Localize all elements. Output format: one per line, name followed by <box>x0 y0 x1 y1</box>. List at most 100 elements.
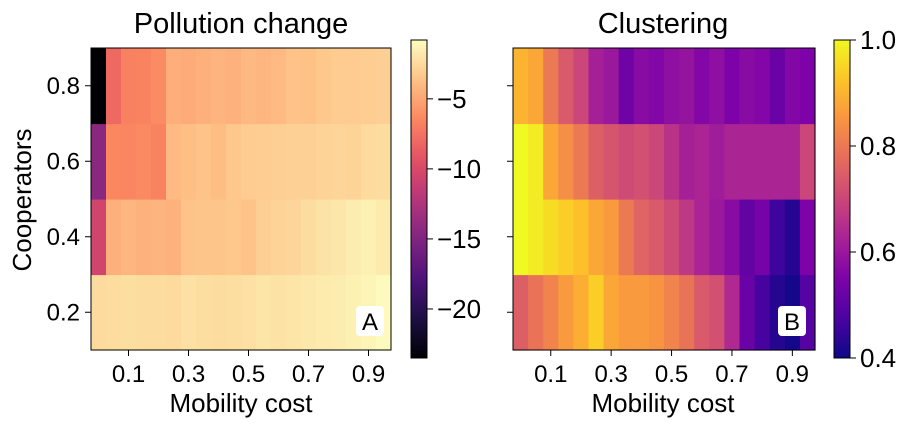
y-tick-label: 0.2 <box>47 299 80 326</box>
heatmap-cell <box>724 123 741 200</box>
heatmap-cell <box>106 274 122 351</box>
heatmap-cell <box>558 274 574 351</box>
heatmap-cell <box>301 48 317 125</box>
heatmap-cell <box>151 274 167 351</box>
heatmap-cell <box>346 48 362 125</box>
x-tick-label: 0.9 <box>352 361 385 388</box>
heatmap-cell <box>181 48 197 125</box>
heatmap-cell <box>754 123 771 200</box>
x-tick-label: 0.1 <box>534 361 567 388</box>
heatmap-cell <box>724 199 741 276</box>
colorbar-tick-label: −5 <box>437 84 467 114</box>
heatmap-cell <box>528 48 544 125</box>
heatmap-cell <box>181 274 197 351</box>
heatmap-cell <box>739 199 756 276</box>
heatmap-cell <box>513 48 529 125</box>
heatmap-cell <box>709 123 725 200</box>
x-tick-label: 0.9 <box>776 361 809 388</box>
heatmap-cell <box>91 48 107 125</box>
y-axis-ticks: 0.2 0.4 0.6 0.8 <box>47 73 91 326</box>
heatmap-cell <box>196 199 212 276</box>
heatmap-cell <box>799 199 816 276</box>
x-axis-label: Mobility cost <box>169 388 313 418</box>
heatmap-cell <box>633 48 650 125</box>
heatmap-cell <box>513 274 529 351</box>
heatmap-cell <box>196 274 212 351</box>
heatmap-cell <box>271 123 287 200</box>
heatmap-cell <box>679 274 695 351</box>
heatmap-cell <box>271 48 287 125</box>
y-axis-label: Cooperators <box>7 128 37 271</box>
pollution-change-panel: Pollution change 0.1 0.3 0.5 0.7 0.9 0.20.40… <box>7 8 481 418</box>
heatmap-cell <box>166 48 182 125</box>
heatmap-cell <box>136 274 152 351</box>
heatmap-cell <box>754 199 771 276</box>
heatmap-cell <box>588 48 605 125</box>
heatmap-cell <box>618 48 635 125</box>
heatmap-cell <box>528 274 544 351</box>
heatmap-cell <box>603 48 620 125</box>
heatmap-cell <box>528 123 544 200</box>
y-tick-label: 0.6 <box>47 148 80 175</box>
heatmap-cell <box>376 123 392 200</box>
heatmap-cell <box>211 199 227 276</box>
heatmap-cell <box>136 123 152 200</box>
x-axis-label: Mobility cost <box>591 388 735 418</box>
heatmap-cell <box>588 123 605 200</box>
heatmap-cell <box>633 274 650 351</box>
x-tick-label: 0.7 <box>292 361 325 388</box>
heatmap-cell <box>286 48 302 125</box>
heatmap-cell <box>664 199 680 276</box>
heatmap-cell <box>181 123 197 200</box>
heatmap-cell <box>724 274 741 351</box>
x-tick-label: 0.3 <box>172 361 205 388</box>
heatmap-cell <box>256 123 272 200</box>
heatmap-cell <box>316 274 332 351</box>
colorbar-gradient <box>410 39 428 359</box>
heatmap-cell <box>121 123 137 200</box>
panel-label-box: B <box>778 306 806 336</box>
heatmap-cell <box>769 199 786 276</box>
heatmap-cell <box>331 123 347 200</box>
heatmap-cell <box>573 274 590 351</box>
colorbar-tick-label: −20 <box>437 294 481 324</box>
heatmap-cell <box>121 199 137 276</box>
heatmap-cell <box>301 274 317 351</box>
heatmap-cell <box>739 48 756 125</box>
heatmap-cell <box>603 123 620 200</box>
heatmap-cell <box>376 48 392 125</box>
heatmap-cell <box>136 48 152 125</box>
heatmap-cell <box>241 274 257 351</box>
heatmap-cell <box>211 48 227 125</box>
heatmap-cell <box>211 274 227 351</box>
clustering-panel: Clustering 0.1 0.3 0.5 0.7 0.9 Mobility cost… <box>507 8 896 418</box>
heatmap-cell <box>709 199 725 276</box>
heatmap-cell <box>664 123 680 200</box>
heatmap-cell <box>346 123 362 200</box>
heatmap-cell <box>226 48 242 125</box>
heatmap-cell <box>769 123 786 200</box>
heatmap-cell <box>151 48 167 125</box>
x-tick-label: 0.1 <box>112 361 145 388</box>
heatmap-cell <box>286 274 302 351</box>
heatmap-cell <box>603 274 620 351</box>
heatmap-cell <box>331 48 347 125</box>
heatmap-cell <box>151 199 167 276</box>
heatmap-cell <box>618 199 635 276</box>
heatmap-cell <box>91 199 107 276</box>
heatmap-cell <box>558 48 574 125</box>
axes-frame <box>90 47 392 351</box>
heatmap-cell <box>121 48 137 125</box>
heatmap-cell <box>799 123 816 200</box>
heatmap-cell <box>648 48 665 125</box>
heatmap-cell <box>694 274 710 351</box>
heatmap-cell <box>361 199 377 276</box>
heatmap-cell <box>784 199 801 276</box>
heatmap-cell <box>301 199 317 276</box>
heatmap-cell <box>543 123 559 200</box>
heatmap-cell <box>679 48 695 125</box>
heatmap-cell <box>271 274 287 351</box>
x-axis-ticks: 0.1 0.3 0.5 0.7 0.9 <box>112 350 385 388</box>
heatmap-cell <box>91 274 107 351</box>
heatmap-cell <box>528 199 544 276</box>
